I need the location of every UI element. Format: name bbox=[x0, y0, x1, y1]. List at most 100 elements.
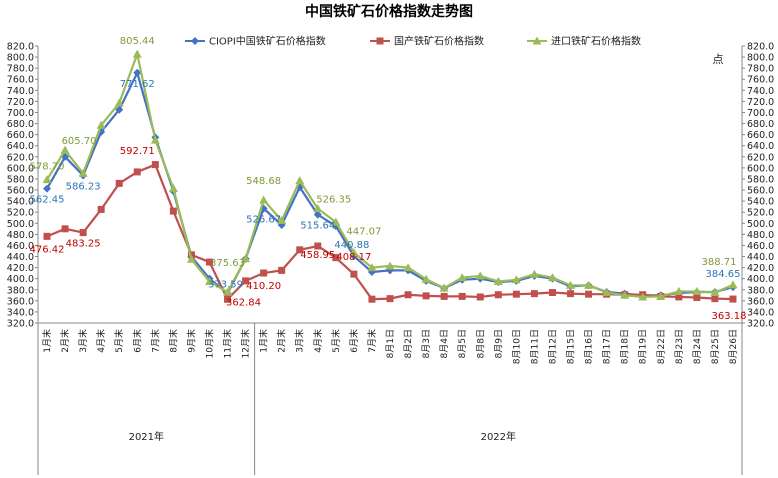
x-tick-label: 8月5日 bbox=[457, 329, 468, 358]
x-tick-label: 8月15日 bbox=[566, 329, 577, 364]
left-tick-label: 560.0 bbox=[7, 186, 34, 197]
data-point bbox=[675, 293, 683, 301]
group-label: 2022年 bbox=[481, 430, 516, 443]
data-point bbox=[296, 246, 304, 254]
right-tick-label: 320.0 bbox=[747, 319, 774, 330]
data-point bbox=[458, 292, 466, 300]
left-tick-label: 380.0 bbox=[7, 285, 34, 296]
data-label: 388.71 bbox=[701, 257, 736, 268]
data-label: 548.68 bbox=[246, 176, 281, 187]
x-tick-label: 6月末 bbox=[131, 329, 143, 353]
left-tick-label: 700.0 bbox=[7, 108, 34, 119]
data-label: 562.45 bbox=[30, 195, 65, 206]
data-point bbox=[242, 277, 250, 285]
data-point bbox=[259, 195, 269, 204]
right-tick-label: 520.0 bbox=[747, 208, 774, 219]
right-tick-label: 580.0 bbox=[747, 174, 774, 185]
data-point bbox=[548, 289, 556, 297]
data-label: 373.59 bbox=[208, 279, 243, 290]
data-point bbox=[97, 127, 106, 136]
data-label: 440.88 bbox=[334, 240, 369, 251]
data-point bbox=[223, 287, 233, 296]
data-point bbox=[96, 120, 106, 129]
data-point bbox=[440, 292, 448, 300]
left-tick-label: 520.0 bbox=[7, 208, 34, 219]
legend-marker bbox=[532, 36, 542, 45]
left-tick-label: 780.0 bbox=[7, 64, 34, 75]
data-point bbox=[133, 68, 142, 77]
left-tick-label: 340.0 bbox=[7, 307, 34, 318]
right-tick-label: 360.0 bbox=[747, 296, 774, 307]
data-point bbox=[620, 290, 630, 299]
data-point bbox=[168, 183, 178, 192]
data-point bbox=[278, 266, 286, 274]
series-2 bbox=[42, 49, 738, 301]
data-point bbox=[42, 175, 52, 184]
x-tick-label: 1月末 bbox=[41, 329, 53, 353]
data-label: 458.95 bbox=[300, 250, 335, 261]
series-layer bbox=[42, 49, 738, 303]
data-label: 526.67 bbox=[246, 215, 281, 226]
data-point bbox=[61, 225, 69, 233]
data-point bbox=[494, 291, 502, 299]
left-tick-label: 680.0 bbox=[7, 119, 34, 130]
data-point bbox=[439, 283, 449, 292]
legend-marker bbox=[191, 37, 199, 45]
left-tick-label: 760.0 bbox=[7, 75, 34, 86]
data-label: 515.64 bbox=[300, 221, 335, 232]
data-point bbox=[385, 261, 395, 270]
data-point bbox=[186, 254, 196, 263]
data-point bbox=[114, 98, 124, 107]
data-point bbox=[693, 294, 701, 302]
legend: CIOPI中国铁矿石价格指数 国产铁矿石价格指数 进口铁矿石价格指数 bbox=[185, 35, 641, 48]
x-tick-label: 8月16日 bbox=[584, 329, 595, 364]
x-tick-label: 8月9日 bbox=[493, 329, 504, 358]
left-tick-label: 420.0 bbox=[7, 263, 34, 274]
group-label: 2021年 bbox=[129, 430, 164, 443]
data-point bbox=[710, 288, 720, 297]
data-label: 586.23 bbox=[66, 182, 101, 193]
data-point bbox=[566, 280, 576, 289]
data-label: 362.84 bbox=[226, 297, 261, 308]
x-tick-label: 8月22日 bbox=[656, 329, 667, 364]
x-tick-label: 11月末 bbox=[222, 329, 234, 358]
data-point bbox=[169, 207, 177, 215]
left-tick-label: 620.0 bbox=[7, 152, 34, 163]
left-tick-label: 460.0 bbox=[7, 241, 34, 252]
right-tick-label: 540.0 bbox=[747, 197, 774, 208]
data-point bbox=[493, 276, 503, 285]
data-label: 771.62 bbox=[120, 79, 155, 90]
x-tick-label: 2月末 bbox=[276, 329, 288, 353]
data-point bbox=[547, 273, 557, 282]
left-tick-label: 720.0 bbox=[7, 97, 34, 108]
x-tick-label: 3月末 bbox=[294, 329, 306, 353]
right-tick-label: 500.0 bbox=[747, 219, 774, 230]
x-tick-label: 8月11日 bbox=[529, 329, 540, 364]
x-tick-label: 8月17日 bbox=[602, 329, 613, 364]
x-tick-label: 3月末 bbox=[77, 329, 89, 353]
data-label: 483.25 bbox=[66, 239, 101, 250]
data-point bbox=[43, 232, 51, 240]
left-tick-label: 440.0 bbox=[7, 252, 34, 263]
data-label: 526.35 bbox=[316, 195, 351, 206]
right-tick-label: 820.0 bbox=[747, 42, 774, 53]
data-label: 447.07 bbox=[346, 227, 381, 238]
legend-marker bbox=[376, 37, 384, 45]
left-tick-label: 480.0 bbox=[7, 230, 34, 241]
data-point bbox=[729, 295, 737, 303]
data-point bbox=[277, 216, 287, 225]
data-point bbox=[350, 270, 358, 278]
left-tick-label: 360.0 bbox=[7, 296, 34, 307]
data-point bbox=[728, 280, 738, 289]
left-tick-label: 320.0 bbox=[7, 319, 34, 330]
data-label: 410.20 bbox=[246, 281, 281, 292]
data-point bbox=[403, 263, 413, 272]
data-point bbox=[224, 295, 232, 303]
left-tick-label: 600.0 bbox=[7, 163, 34, 174]
right-tick-label: 440.0 bbox=[747, 252, 774, 263]
data-point bbox=[260, 269, 268, 277]
data-point bbox=[79, 229, 87, 237]
x-tick-label: 8月3日 bbox=[421, 329, 432, 358]
